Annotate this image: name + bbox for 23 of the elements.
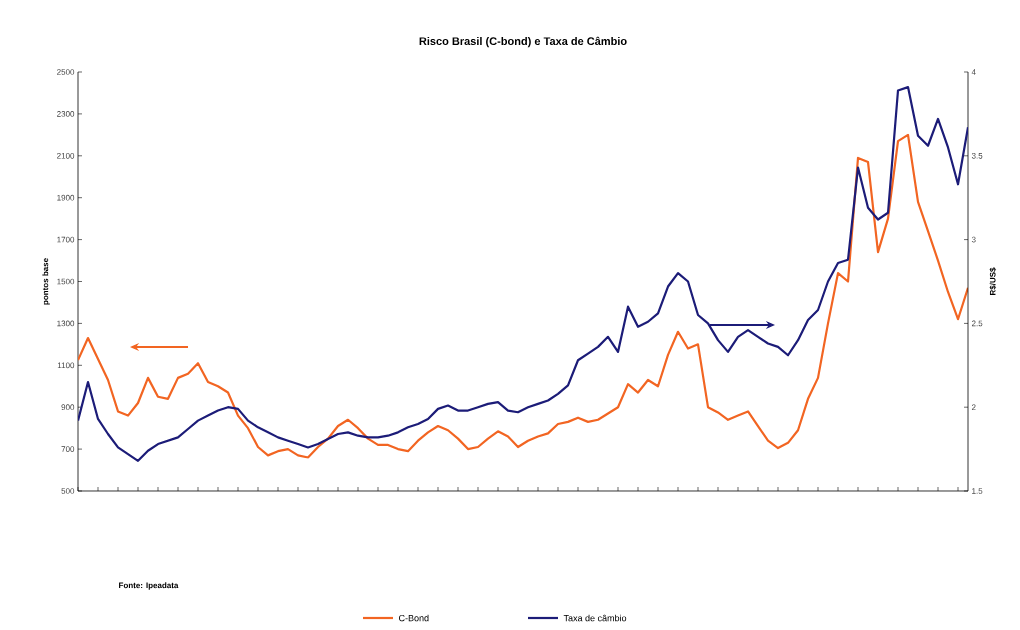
y2-axis-title: R$/US$	[989, 267, 997, 295]
y-tick-label: 700	[61, 446, 75, 452]
y2-tick-label: 2	[971, 404, 976, 410]
y2-tick-label: 3	[971, 236, 976, 243]
legend-label: C-Bond	[398, 614, 429, 622]
y2-tick-label: 4	[971, 69, 976, 75]
y-tick-label: 1700	[57, 236, 75, 243]
y-axis-title: pontos base	[42, 258, 50, 305]
y2-tick-label: 1.5	[972, 488, 983, 494]
source-note: Fonte: Ipeadata	[119, 582, 179, 590]
y-tick-label: 2300	[57, 111, 75, 117]
y-tick-label: 1100	[57, 362, 75, 369]
y2-tick-label: 3.5	[971, 152, 983, 159]
y-tick-label: 1500	[57, 278, 75, 285]
legend-label: Taxa de câmbio	[563, 614, 627, 622]
y-tick-label: 1900	[57, 194, 75, 201]
chart-title: Risco Brasil (C-bond) e Taxa de Câmbio	[419, 36, 627, 48]
y-tick-label: 900	[61, 404, 75, 411]
y-tick-label: 2500	[57, 69, 75, 75]
y-tick-label: 500	[61, 488, 75, 494]
y-tick-label: 1300	[57, 320, 75, 327]
y2-tick-label: 2.5	[971, 320, 983, 327]
y-tick-label: 2100	[57, 152, 75, 159]
